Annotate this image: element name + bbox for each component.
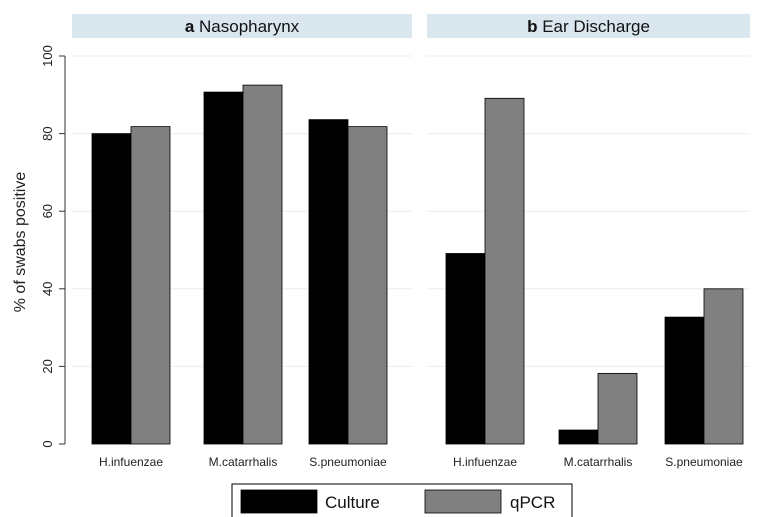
x-tick-label: H.infuenzae <box>453 455 517 469</box>
y-tick-label: 80 <box>40 126 55 140</box>
bar-qpcr-b-2 <box>597 372 638 445</box>
bar-culture-b-2 <box>558 429 599 445</box>
y-tick-label: 40 <box>40 282 55 296</box>
x-tick-label: M.catarrhalis <box>564 455 633 469</box>
bar-culture-b-1 <box>445 253 486 445</box>
panel-title-text: Ear Discharge <box>537 17 649 36</box>
y-tick-label: 20 <box>40 359 55 373</box>
bar-culture-a-1 <box>91 133 132 445</box>
legend-swatch-qpcr <box>424 489 502 514</box>
panel-header <box>72 14 412 38</box>
bar-culture-b-3 <box>664 316 705 445</box>
legend: Culture qPCR <box>231 483 573 517</box>
panel-a: a Nasopharynx H.infuenzae M.catarrhalis S.p… <box>72 14 412 469</box>
panel-letter: a <box>185 17 195 36</box>
legend-label-culture: Culture <box>325 493 380 512</box>
panel-title: b Ear Discharge <box>527 17 650 36</box>
y-tick-label: 100 <box>40 45 55 67</box>
x-tick-label: S.pneumoniae <box>665 455 743 469</box>
chart-panels: a Nasopharynx H.infuenzae M.catarrhalis S.p… <box>72 14 750 469</box>
bar-culture-a-3 <box>308 119 349 445</box>
panel-title-text: Nasopharynx <box>194 17 299 36</box>
panel-header <box>427 14 750 38</box>
y-tick-label: 0 <box>40 440 55 447</box>
bar-qpcr-a-3 <box>347 126 388 445</box>
panel-b: b Ear Discharge H.infuenzae M.catarrhalis S… <box>427 14 750 469</box>
y-axis-label: % of swabs positive <box>12 172 29 313</box>
legend-swatch-culture <box>240 489 318 514</box>
panel-letter: b <box>527 17 537 36</box>
y-tick-label: 60 <box>40 204 55 218</box>
legend-label-qpcr: qPCR <box>510 493 555 512</box>
y-axis: 0 20 40 60 80 100 <box>40 45 66 448</box>
bar-qpcr-b-3 <box>703 288 744 445</box>
x-tick-label: M.catarrhalis <box>209 455 278 469</box>
x-tick-label: H.infuenzae <box>99 455 163 469</box>
bar-qpcr-a-1 <box>130 126 171 445</box>
panel-title: a Nasopharynx <box>185 17 300 36</box>
bar-qpcr-a-2 <box>242 84 283 445</box>
bar-culture-a-2 <box>203 91 244 445</box>
bar-qpcr-b-1 <box>484 97 525 445</box>
x-tick-label: S.pneumoniae <box>309 455 387 469</box>
